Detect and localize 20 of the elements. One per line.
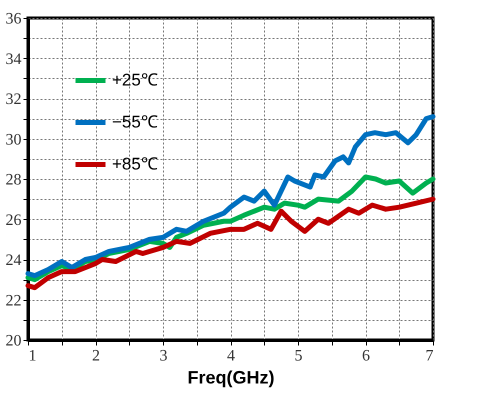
y-tick-label: 20 (6, 332, 22, 350)
y-tick-label: 26 (6, 212, 22, 229)
x-tick-label: 4 (227, 348, 235, 364)
y-tick-label: 28 (6, 172, 22, 188)
x-tick-label: 5 (294, 348, 302, 364)
y-tick-label: 34 (6, 50, 22, 68)
x-axis-title: Freq(GHz) (188, 368, 274, 388)
x-tick-label: 6 (362, 348, 370, 364)
x-tick-label: 3 (160, 348, 168, 364)
y-tick-label: 22 (6, 292, 22, 310)
x-tick-label: 2 (92, 348, 100, 364)
x-tick-label: 1 (28, 348, 36, 364)
y-tick-label: 32 (6, 91, 22, 108)
y-tick-label: 30 (6, 131, 22, 148)
legend-label: +85℃ (112, 154, 158, 174)
legend-label: +25℃ (112, 70, 158, 90)
y-tick-label: 36 (6, 10, 22, 28)
y-tick-label: 24 (6, 252, 22, 269)
x-tick-label: 7 (426, 348, 434, 364)
legend-label: −55℃ (112, 112, 158, 132)
